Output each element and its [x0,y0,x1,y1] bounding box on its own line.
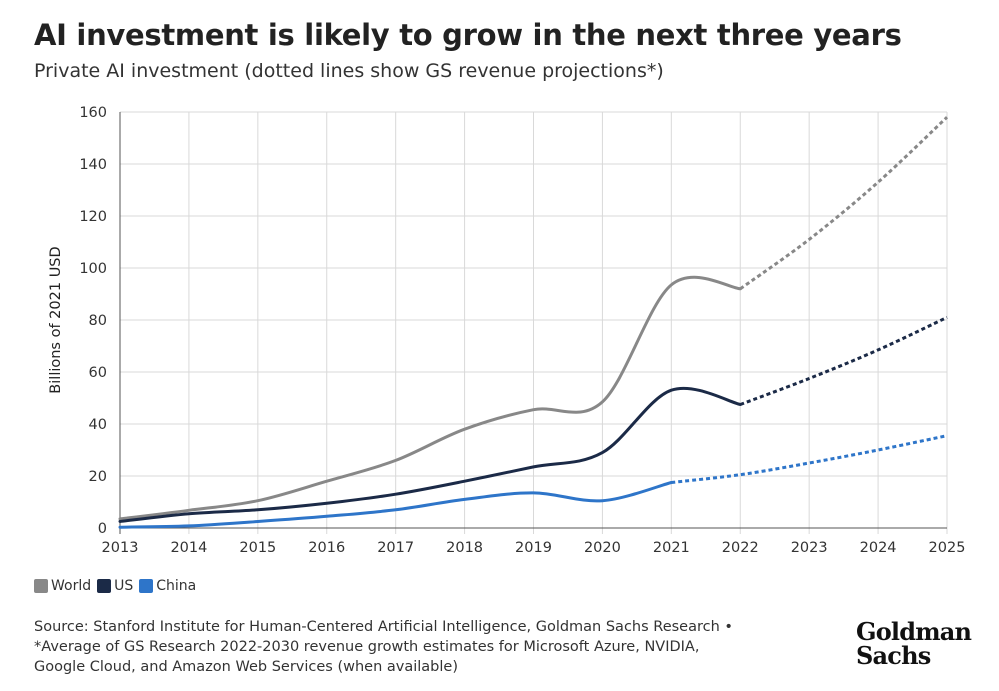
x-tick-label: 2015 [239,540,276,556]
logo-line-1: Goldman [856,617,972,646]
x-tick-label: 2013 [102,540,139,556]
legend-swatch-china [139,579,154,593]
x-tick-label: 2022 [722,540,759,556]
x-tick-label: 2018 [446,540,483,556]
source-note: Source: Stanford Institute for Human-Cen… [34,617,834,677]
x-tick-label: 2021 [653,540,690,556]
y-tick-label: 100 [79,261,107,277]
logo-line-2: Sachs [856,641,931,670]
series-line-world [118,275,742,521]
series-line-us [118,387,742,523]
x-tick-label: 2024 [860,540,897,556]
legend-item-china: China [139,578,196,594]
legend: World US China [34,578,202,594]
source-line: Google Cloud, and Amazon Web Services (w… [34,659,458,675]
x-tick-label: 2019 [515,540,552,556]
legend-item-world: World [34,578,91,594]
source-line: *Average of GS Research 2022-2030 revenu… [34,639,700,655]
y-tick-label: 140 [79,157,107,173]
y-tick-label: 0 [98,521,107,537]
tick-labels: 0 20 40 60 80 100 120 140 160 2013 2014 2015 2016 201… [48,105,965,556]
y-tick-label: 120 [79,209,107,225]
x-tick-label: 2016 [308,540,345,556]
source-line: Source: Stanford Institute for Human-Cen… [34,619,733,635]
x-tick-label: 2020 [584,540,621,556]
x-tick-label: 2017 [377,540,414,556]
legend-label-us: US [114,578,134,594]
series-projection-world [739,116,949,291]
y-tick-label: 20 [89,469,107,485]
legend-item-us: US [97,578,133,594]
y-tick-label: 160 [79,105,107,121]
axes [119,112,947,529]
legend-label-china: China [156,578,197,594]
series-line-china [118,481,673,529]
y-tick-label: 60 [89,365,107,381]
line-chart: 0 20 40 60 80 100 120 140 160 2013 2014 2015 2016 201… [48,105,965,556]
series-projection-china [671,434,948,484]
legend-label-world: World [51,578,92,594]
legend-swatch-world [34,579,48,593]
series-lines [118,116,949,529]
y-tick-label: 80 [89,313,107,329]
chart-subtitle: Private AI investment (dotted lines show… [34,60,664,82]
y-tick-label: 40 [89,417,107,433]
goldman-sachs-logo: Goldman Sachs [856,617,972,670]
chart-title: AI investment is likely to grow in the n… [34,18,902,52]
x-tick-label: 2014 [170,540,207,556]
legend-swatch-us [97,579,112,593]
series-projection-us [739,316,948,406]
x-tick-label: 2025 [929,540,966,556]
x-tick-label: 2023 [791,540,828,556]
gridlines [119,111,948,534]
y-axis-label: Billions of 2021 USD [48,246,64,393]
